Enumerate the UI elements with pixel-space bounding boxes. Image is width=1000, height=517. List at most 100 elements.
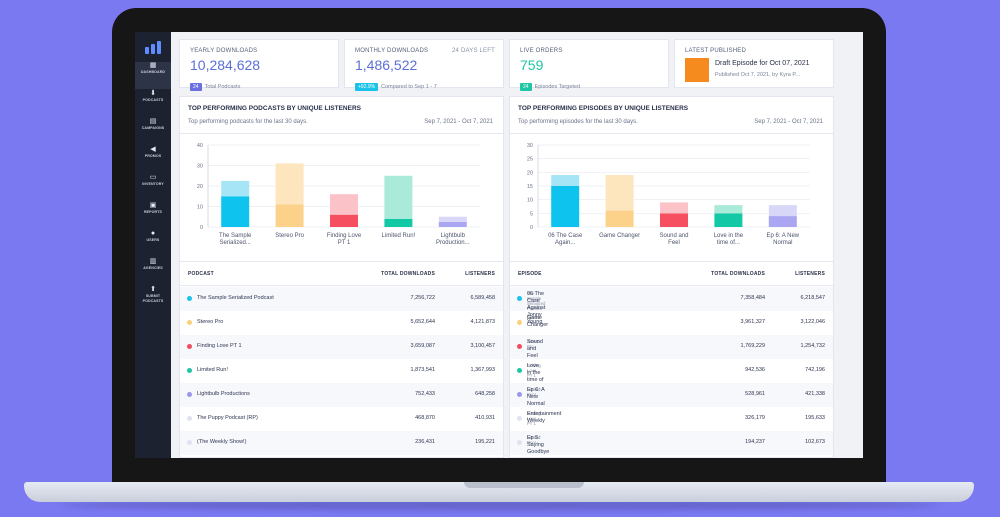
listeners-value: 195,221 <box>475 439 495 445</box>
x-tick-label: Limited Run! <box>382 233 416 239</box>
table-row[interactable]: Limited Run! Ep 5: Saying Goodbye 194,237 1… <box>510 431 833 455</box>
listeners-value: 4,121,873 <box>470 319 495 325</box>
episodes-chart-title: TOP PERFORMING EPISODES BY UNIQUE LISTEN… <box>518 105 689 112</box>
total-downloads-value: 528,961 <box>745 391 765 397</box>
series-color-dot <box>517 344 522 349</box>
table-row[interactable]: Finding Love PT 1 Entertainment Weekly 326… <box>510 407 833 431</box>
episode-name: Ep 6: A New Normal <box>527 387 545 407</box>
monthly-downloads-value: 1,486,522 <box>355 57 418 73</box>
sidebar-item-podcasts[interactable]: ⬇ PODCASTS <box>135 90 171 117</box>
podcasts-table-header: PODCAST TOTAL DOWNLOADS LISTENERS <box>180 263 503 285</box>
sidebar-item-label: CAMPAIGNS <box>141 126 165 130</box>
bar-segment <box>438 216 467 222</box>
sidebar-item-label: REPORTS <box>143 210 163 214</box>
series-color-dot <box>187 392 192 397</box>
latest-published-card[interactable]: LATEST PUBLISHED Draft Episode for Oct 0… <box>674 39 834 88</box>
x-tick-label: Love in the time of... <box>714 233 744 246</box>
table-row[interactable]: Stereo Pro Game Changer 3,961,327 3,122,046 <box>510 311 833 335</box>
series-color-dot <box>187 296 192 301</box>
bar-segment <box>384 175 413 219</box>
sidebar-item-users[interactable]: ● USERS <box>135 230 171 257</box>
table-row[interactable]: The Sample Serialized Podcast 06 The Case… <box>510 287 833 325</box>
table-row[interactable]: The Sample Serialized Podcast 7,256,722 6,… <box>180 287 503 311</box>
panel-divider <box>180 285 503 286</box>
series-color-dot <box>187 344 192 349</box>
listeners-value: 410,931 <box>475 415 495 421</box>
col-header-downloads[interactable]: TOTAL DOWNLOADS <box>381 271 435 277</box>
table-row[interactable]: Finding Love PT 1 3,659,087 3,100,457 <box>180 335 503 359</box>
table-row[interactable]: The Puppy Podcast (RP) 468,870 410,931 <box>180 407 503 431</box>
sidebar-item-promos[interactable]: ◀ PROMOS <box>135 146 171 173</box>
listeners-value: 3,122,046 <box>800 319 825 325</box>
y-tick-label: 10 <box>197 205 203 211</box>
listeners-value: 3,100,457 <box>470 343 495 349</box>
table-row[interactable]: Limited Run! Ep 6: A New Normal 528,961 421… <box>510 383 833 407</box>
podcast-count-chip: 24 <box>190 83 202 91</box>
total-downloads-value: 1,873,541 <box>410 367 435 373</box>
series-color-dot <box>517 368 522 373</box>
total-downloads-value: 1,769,229 <box>740 343 765 349</box>
table-row[interactable]: (The Weekly Show!) 236,431 195,221 <box>180 431 503 455</box>
users-icon: ● <box>150 230 156 237</box>
x-tick-label: Ep 6: A New Normal <box>766 233 799 246</box>
sidebar-item-reports[interactable]: ▣ REPORTS <box>135 202 171 229</box>
total-downloads-value: 326,179 <box>745 415 765 421</box>
table-row[interactable]: Limited Run! 1,873,541 1,367,993 <box>180 359 503 383</box>
listeners-value: 102,673 <box>805 439 825 445</box>
table-row[interactable]: Lightbulb Productions 752,433 648,258 <box>180 383 503 407</box>
yearly-downloads-label: YEARLY DOWNLOADS <box>190 48 258 54</box>
laptop-base <box>24 482 974 502</box>
sidebar-item-submit-podcasts[interactable]: ⬆ SUBMIT PODCASTS <box>135 286 171 313</box>
col-header-listeners[interactable]: LISTENERS <box>465 271 495 277</box>
episode-name: Entertainment Weekly <box>527 411 562 424</box>
podcasts-date-range[interactable]: Sep 7, 2021 - Oct 7, 2021 <box>424 119 493 125</box>
col-header-episode[interactable]: EPISODE <box>518 271 542 277</box>
panel-divider <box>510 285 833 286</box>
podcast-name: Stereo Pro <box>197 319 224 325</box>
col-header-downloads[interactable]: TOTAL DOWNLOADS <box>711 271 765 277</box>
megaphone-icon: ◀ <box>150 146 156 153</box>
y-tick-label: 20 <box>197 184 203 190</box>
growth-chip: +92.9% <box>355 83 379 91</box>
episodes-chart-subtitle: Top performing episodes for the last 30 … <box>518 119 638 125</box>
listeners-value: 742,196 <box>805 367 825 373</box>
sidebar: ▦ DASHBOARD ⬇ PODCASTS ▤ CAMPAIGNS ◀ PROMOS ▭ INV… <box>135 32 171 458</box>
bar-segment <box>221 196 250 227</box>
sidebar-item-campaigns[interactable]: ▤ CAMPAIGNS <box>135 118 171 145</box>
bar-segment <box>275 163 304 205</box>
table-row[interactable]: Stereo Pro Sound and Feel 1,769,229 1,254,7… <box>510 335 833 359</box>
bar-segment <box>660 202 688 214</box>
bar-segment <box>605 175 634 211</box>
grid-icon: ▦ <box>149 62 157 69</box>
podcast-name: Finding Love PT 1 <box>197 343 242 349</box>
listeners-value: 1,367,993 <box>470 367 495 373</box>
episode-podcast-name: Stereo Pro <box>527 339 540 349</box>
episodes-date-range[interactable]: Sep 7, 2021 - Oct 7, 2021 <box>754 119 823 125</box>
col-header-podcast[interactable]: PODCAST <box>188 271 214 277</box>
latest-episode-published: Published Oct 7, 2021, by Kyra P... <box>715 72 800 78</box>
listeners-value: 648,258 <box>475 391 495 397</box>
panel-divider <box>510 261 833 262</box>
total-downloads-value: 3,659,087 <box>410 343 435 349</box>
monthly-downloads-meta: +92.9% Compared to Sep 1 - 7 <box>355 75 437 93</box>
podcasts-panel: TOP PERFORMING PODCASTS BY UNIQUE LISTEN… <box>179 96 504 458</box>
latest-episode-title[interactable]: Draft Episode for Oct 07, 2021 <box>715 60 810 67</box>
episodes-count-chip: 24 <box>520 83 532 91</box>
logo-bar <box>157 41 161 54</box>
table-row[interactable]: Stereo Pro 5,652,644 4,121,873 <box>180 311 503 335</box>
episodes-count-label: Episodes Targeted <box>534 84 581 90</box>
bar-segment <box>714 213 743 227</box>
sidebar-item-inventory[interactable]: ▭ INVENTORY <box>135 174 171 201</box>
app-logo[interactable] <box>145 40 161 54</box>
sidebar-item-dashboard[interactable]: ▦ DASHBOARD <box>135 62 171 89</box>
panel-divider <box>510 133 833 134</box>
series-color-dot <box>517 296 522 301</box>
col-header-listeners[interactable]: LISTENERS <box>795 271 825 277</box>
sidebar-item-agencies[interactable]: ▥ AGENCIES <box>135 258 171 285</box>
building-icon: ▥ <box>149 258 157 265</box>
series-color-dot <box>187 320 192 325</box>
episode-name: 06 The Case Against Jonny Young <box>527 291 546 325</box>
sidebar-item-label: SUBMIT PODCASTS <box>142 294 164 303</box>
podcast-name: (The Weekly Show!) <box>197 439 247 445</box>
